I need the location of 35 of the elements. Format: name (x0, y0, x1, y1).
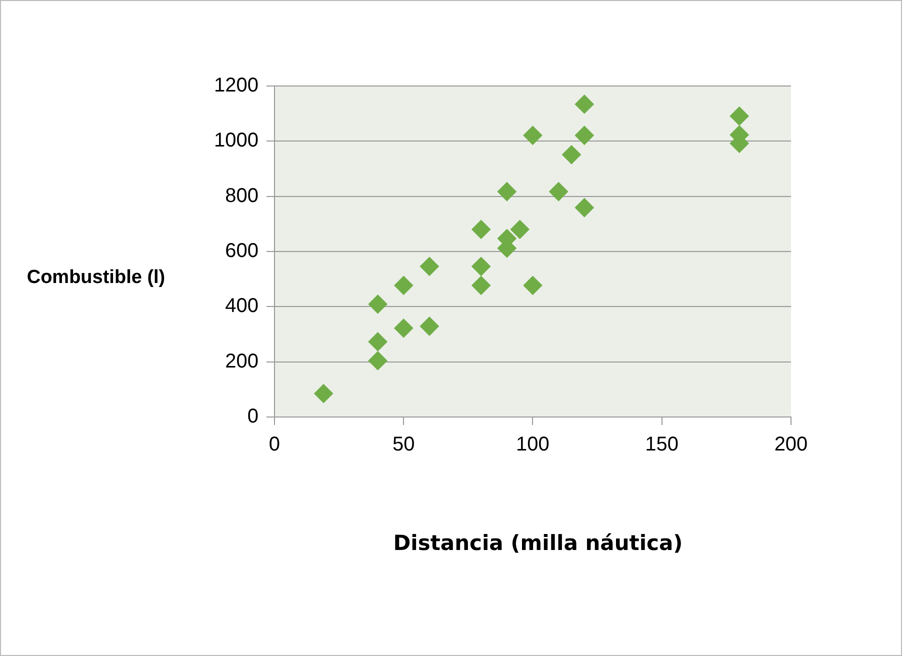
point (497, 182, 516, 202)
point (368, 332, 388, 352)
point (510, 220, 530, 239)
point (420, 256, 439, 276)
point (523, 276, 542, 295)
point (314, 384, 334, 404)
point (549, 182, 568, 202)
point (472, 276, 491, 295)
point (562, 145, 581, 164)
point (574, 198, 594, 218)
x-tick-label: 100 (516, 434, 550, 456)
point (368, 294, 388, 314)
y-tick-label: 0 (247, 406, 258, 428)
point (574, 94, 594, 114)
y-tick-label: 600 (225, 240, 258, 262)
point (730, 106, 749, 126)
point (574, 126, 594, 145)
point (472, 220, 491, 239)
y-tick-label: 1200 (214, 74, 258, 97)
x-tick-label: 200 (774, 434, 808, 456)
point (394, 276, 414, 295)
x-tick-label: 150 (645, 434, 679, 456)
y-axis-title: Combustible (l) (26, 267, 166, 289)
x-axis-title: Distancia (milla náutica) (392, 531, 684, 555)
point (472, 256, 491, 276)
y-tick-label: 800 (225, 184, 258, 207)
y-tick-label: 200 (225, 350, 258, 372)
y-tick-label: 400 (225, 295, 258, 318)
point (368, 351, 388, 370)
y-tick-label: 1000 (214, 130, 258, 152)
point (394, 318, 414, 338)
point (523, 126, 542, 145)
x-tick-label: 0 (268, 434, 280, 456)
x-tick-label: 50 (392, 434, 415, 456)
point (420, 316, 439, 336)
